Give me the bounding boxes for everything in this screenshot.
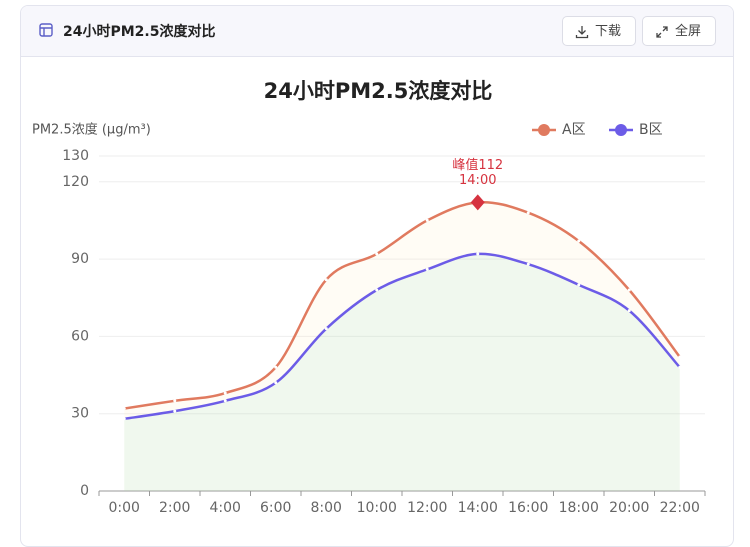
y-axis-label: PM2.5浓度 (μg/m³) <box>32 122 151 138</box>
point <box>476 252 480 256</box>
point <box>526 211 530 215</box>
x-tick-label: 12:00 <box>407 500 447 516</box>
y-tick-label: 60 <box>71 328 89 344</box>
legend-label: B区 <box>639 122 663 138</box>
header-title: 24小时PM2.5浓度对比 <box>63 24 216 40</box>
x-tick-label: 6:00 <box>260 500 291 516</box>
card: 24小时PM2.5浓度对比 下载 全屏 <box>20 5 734 547</box>
point <box>122 407 126 411</box>
legend-marker <box>538 124 550 136</box>
point <box>577 239 581 243</box>
point <box>375 288 379 292</box>
chart-title: 24小时PM2.5浓度对比 <box>264 79 493 103</box>
point <box>173 409 177 413</box>
x-tick-label: 0:00 <box>109 500 140 516</box>
point <box>375 252 379 256</box>
y-tick-label: 90 <box>71 251 89 267</box>
y-tick-label: 120 <box>62 174 89 190</box>
button-label: 下载 <box>595 24 622 39</box>
point <box>425 218 429 222</box>
point <box>173 399 177 403</box>
x-tick-label: 20:00 <box>609 500 649 516</box>
x-tick-label: 10:00 <box>357 500 397 516</box>
download-button[interactable]: 下载 <box>562 16 636 46</box>
x-tick-label: 4:00 <box>210 500 241 516</box>
y-tick-label: 0 <box>80 483 89 499</box>
annotation-sublabel: 14:00 <box>459 173 496 188</box>
point <box>274 365 278 369</box>
x-tick-label: 22:00 <box>660 500 700 516</box>
point <box>274 381 278 385</box>
point <box>627 288 631 292</box>
point <box>678 365 682 369</box>
x-tick-label: 2:00 <box>159 500 190 516</box>
annotation-label: 峰值112 <box>452 157 503 173</box>
point <box>577 283 581 287</box>
point <box>223 391 227 395</box>
x-tick-label: 18:00 <box>559 500 599 516</box>
button-label: 全屏 <box>675 24 702 39</box>
peak-marker <box>470 194 485 211</box>
point <box>425 267 429 271</box>
legend-label: A区 <box>562 122 586 138</box>
page: 24小时PM2.5浓度对比 下载 全屏 24小时PM2.5浓度对比 PM2.5浓… <box>20 5 734 547</box>
x-tick-label: 16:00 <box>508 500 548 516</box>
point <box>122 417 126 421</box>
area <box>124 253 680 491</box>
x-tick-label: 14:00 <box>458 500 498 516</box>
y-tick-label: 30 <box>71 406 89 422</box>
point <box>324 278 328 282</box>
x-tick-label: 8:00 <box>311 500 342 516</box>
area <box>124 202 680 491</box>
fullscreen-button[interactable]: 全屏 <box>642 16 716 46</box>
line <box>124 252 681 421</box>
point <box>223 399 227 403</box>
legend-marker <box>615 124 627 136</box>
point <box>324 327 328 331</box>
card-header: 24小时PM2.5浓度对比 下载 全屏 <box>21 6 733 57</box>
chart: 24小时PM2.5浓度对比 PM2.5浓度 (μg/m³) 0 30 60 90 120… <box>32 79 706 516</box>
point <box>678 355 682 359</box>
point <box>627 309 631 313</box>
point <box>526 262 530 266</box>
y-tick-label: 130 <box>62 148 89 164</box>
header-icon <box>39 23 53 37</box>
